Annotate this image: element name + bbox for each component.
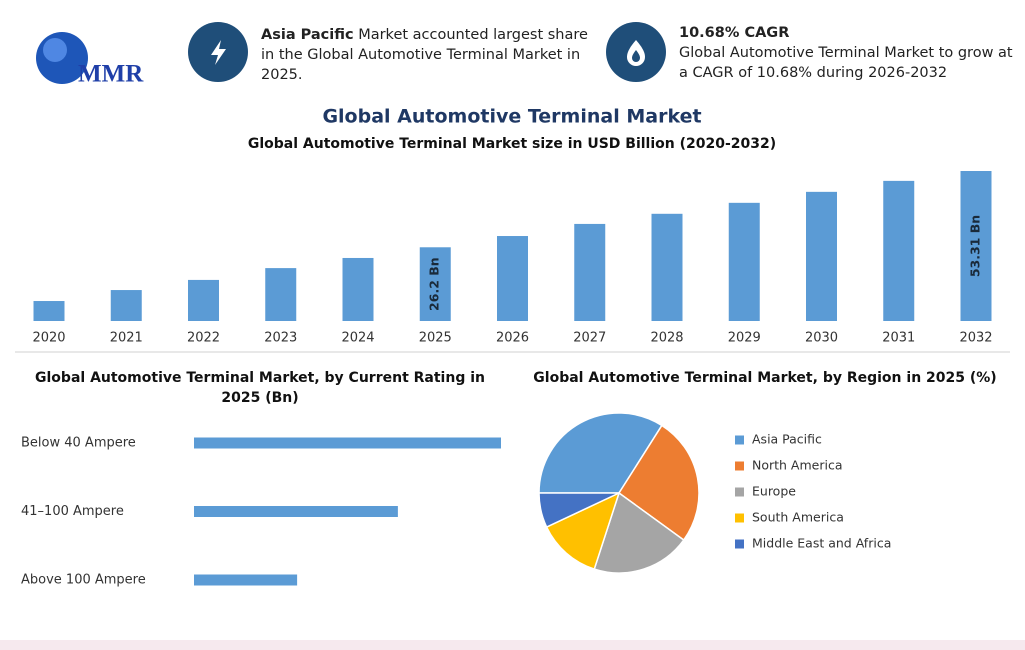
legend-label: North America [752,458,843,473]
bolt-icon [211,40,226,65]
y-tick-label: Below 40 Ampere [21,436,136,451]
stat-title: 10.68% CAGR [679,25,790,41]
bar [574,223,606,321]
legend-label: Middle East and Africa [752,536,891,551]
x-tick-label: 2025 [419,331,452,346]
y-tick-label: 41–100 Ampere [21,504,124,519]
bar [342,257,374,321]
bar [188,279,219,321]
legend-swatch [735,539,744,549]
legend-swatch [735,487,744,497]
legend-label: Europe [752,484,796,499]
data-label: 26.2 Bn [427,257,442,311]
bar [960,171,992,321]
legend-swatch [735,461,744,471]
bar [728,202,760,321]
x-tick-label: 2031 [882,331,915,346]
bar [194,506,398,517]
x-tick-label: 2021 [110,331,143,346]
data-label: 53.31 Bn [968,215,983,277]
bar [419,247,451,321]
pie-slice [538,492,620,529]
chart-title: Global Automotive Terminal Market, by Re… [533,370,997,386]
x-tick-label: 2024 [341,331,374,346]
x-tick-label: 2022 [187,331,220,346]
chart-title: Global Automotive Terminal Market, by Cu… [35,370,485,406]
x-tick-label: 2027 [573,331,606,346]
x-tick-label: 2029 [728,331,761,346]
bar [497,236,528,321]
bar [110,290,142,321]
legend-swatch [735,435,744,445]
stat-text: Asia Pacific Market accounted largest sh… [261,25,596,85]
bar [265,268,297,321]
chart-title: Global Automotive Terminal Market size i… [248,136,776,152]
x-tick-label: 2023 [264,331,297,346]
footer-strip [0,640,1025,650]
main-title: Global Automotive Terminal Market [322,106,701,128]
bar [883,180,915,321]
x-tick-label: 2020 [32,331,65,346]
legend-label: South America [752,510,844,525]
drop-icon [632,50,640,62]
x-tick-label: 2032 [959,331,992,346]
logo-shine [43,38,67,62]
legend-label: Asia Pacific [752,432,822,447]
pie-slice [617,424,700,542]
stat-body: Global Automotive Terminal Market to gro… [679,45,1013,81]
stat-body: Market accounted largest share in the Gl… [261,27,588,83]
bar [651,213,683,321]
legend-swatch [735,513,744,523]
y-tick-label: Above 100 Ampere [21,573,146,588]
logo-text: MMR [78,61,144,88]
pie-slice [545,491,621,571]
x-tick-label: 2028 [650,331,683,346]
bar [33,301,65,321]
bar [194,574,298,586]
x-tick-label: 2026 [496,331,529,346]
bar [806,191,837,321]
bar [194,437,501,449]
stat-text: 10.68% CAGR Global Automotive Terminal Ma… [679,23,1019,83]
pie-slice [593,491,685,574]
x-tick-label: 2030 [805,331,838,346]
stat-highlight: Asia Pacific [261,27,354,43]
